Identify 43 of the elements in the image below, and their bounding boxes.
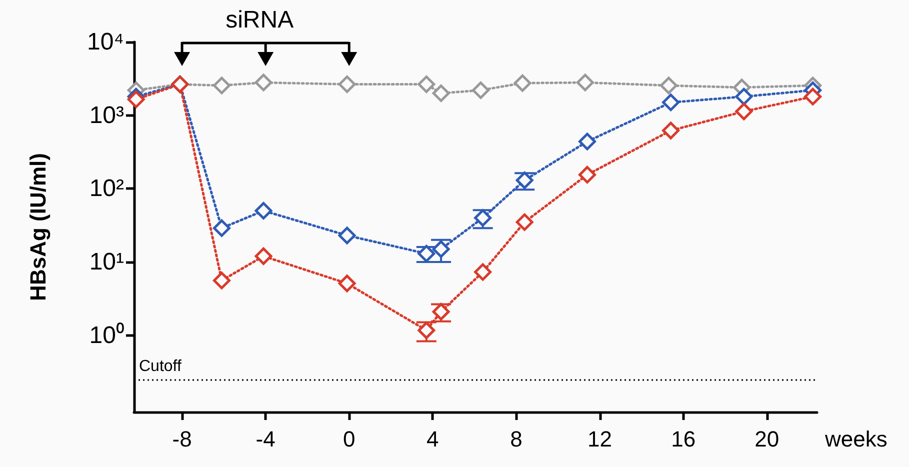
point <box>254 247 272 265</box>
point <box>127 90 145 108</box>
point <box>432 240 450 258</box>
x-tick-label: -8 <box>172 426 192 452</box>
point <box>514 74 532 92</box>
point <box>212 219 230 237</box>
point <box>254 74 272 92</box>
point <box>516 213 534 231</box>
y-tick-label: 10⁴ <box>86 28 124 56</box>
ref-line-label: Cutoff <box>139 358 182 375</box>
point <box>338 226 356 244</box>
point <box>212 76 230 94</box>
point <box>212 272 230 290</box>
annotation: siRNA <box>226 6 294 34</box>
point <box>338 76 356 94</box>
point <box>254 202 272 220</box>
point <box>662 94 680 112</box>
y-tick-label: 10³ <box>89 102 124 129</box>
x-tick-label: -4 <box>256 426 276 452</box>
point <box>418 76 436 94</box>
x-tick-label: 12 <box>588 426 612 452</box>
x-tick-label: 0 <box>343 426 356 452</box>
point <box>338 274 356 292</box>
point <box>576 74 594 92</box>
y-tick-label: 10² <box>89 175 124 202</box>
y-tick-label: 10¹ <box>89 248 124 276</box>
x-tick-label: 20 <box>754 426 780 452</box>
point <box>660 76 678 94</box>
y-axis-title: HBsAg (IU/ml) <box>26 153 50 301</box>
x-tick-label: 4 <box>426 426 439 452</box>
point <box>804 88 822 106</box>
point <box>735 102 753 120</box>
point <box>474 263 492 281</box>
y-tick-label: 10⁰ <box>89 322 124 349</box>
point <box>735 88 753 106</box>
point <box>432 84 450 102</box>
point <box>578 132 596 150</box>
x-tick-label: 8 <box>510 426 522 452</box>
point <box>662 122 680 140</box>
point <box>578 166 596 184</box>
x-tick-label: 16 <box>671 426 696 452</box>
x-axis-title: weeks <box>824 426 888 452</box>
point <box>472 81 490 99</box>
